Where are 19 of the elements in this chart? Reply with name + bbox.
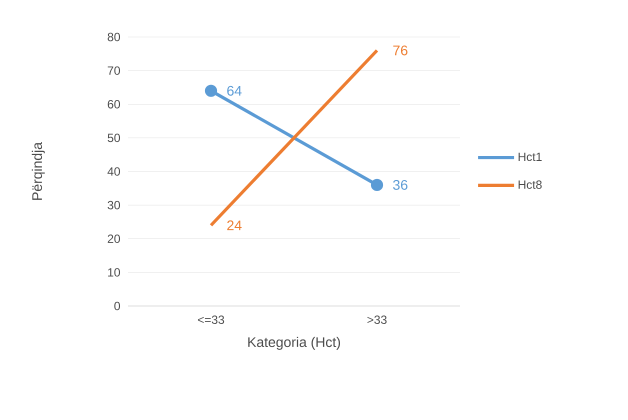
y-axis-title: Përqindja — [32, 142, 45, 200]
x-axis-title: Kategoria (Hct) — [248, 336, 340, 350]
y-tick-label: 0 — [114, 302, 120, 310]
legend-label: Hct1 — [518, 152, 542, 162]
y-tick-label: 10 — [108, 268, 120, 277]
x-tick-label: >33 — [367, 316, 387, 324]
y-tick-label: 30 — [108, 200, 120, 210]
y-tick-label: 60 — [108, 100, 120, 108]
y-tick-label: 20 — [108, 234, 120, 243]
y-tick-label: 50 — [108, 134, 120, 142]
data-label: 24 — [227, 220, 242, 230]
y-tick-label: 70 — [108, 66, 120, 75]
y-tick-label: 40 — [107, 167, 120, 176]
data-label: 64 — [227, 86, 242, 96]
data-label: 76 — [393, 46, 408, 56]
y-tick-label: 80 — [108, 32, 120, 42]
x-tick-label: <=33 — [198, 316, 224, 324]
legend-label: Hct8 — [518, 180, 542, 189]
data-label: 36 — [393, 180, 408, 190]
